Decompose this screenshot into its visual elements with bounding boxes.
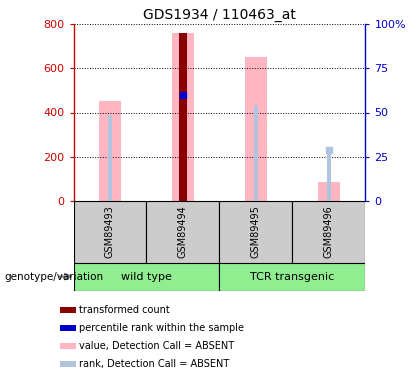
Bar (220, 201, 292, 262)
Text: TCR transgenic: TCR transgenic (250, 272, 335, 282)
Bar (220, 262, 365, 291)
Bar (74, 201, 147, 262)
Bar (60, 325, 76, 331)
Bar (245, 57, 267, 201)
Text: GSM89495: GSM89495 (251, 205, 261, 258)
Title: GDS1934 / 110463_at: GDS1934 / 110463_at (143, 8, 296, 22)
Bar (99, 102, 121, 201)
Text: rank, Detection Call = ABSENT: rank, Detection Call = ABSENT (79, 359, 229, 369)
Bar (60, 343, 76, 349)
Text: genotype/variation: genotype/variation (4, 272, 103, 282)
Bar (147, 201, 220, 262)
Bar (179, 33, 186, 201)
Text: transformed count: transformed count (79, 305, 170, 315)
Text: value, Detection Call = ABSENT: value, Detection Call = ABSENT (79, 341, 234, 351)
Bar (60, 361, 76, 367)
Text: percentile rank within the sample: percentile rank within the sample (79, 323, 244, 333)
Text: GSM89496: GSM89496 (324, 205, 334, 258)
Bar (292, 201, 365, 262)
Bar (60, 307, 76, 313)
Text: GSM89493: GSM89493 (105, 205, 115, 258)
Bar (318, 182, 340, 201)
Bar (74, 262, 220, 291)
Text: GSM89494: GSM89494 (178, 205, 188, 258)
Text: wild type: wild type (121, 272, 172, 282)
Bar (172, 33, 194, 201)
